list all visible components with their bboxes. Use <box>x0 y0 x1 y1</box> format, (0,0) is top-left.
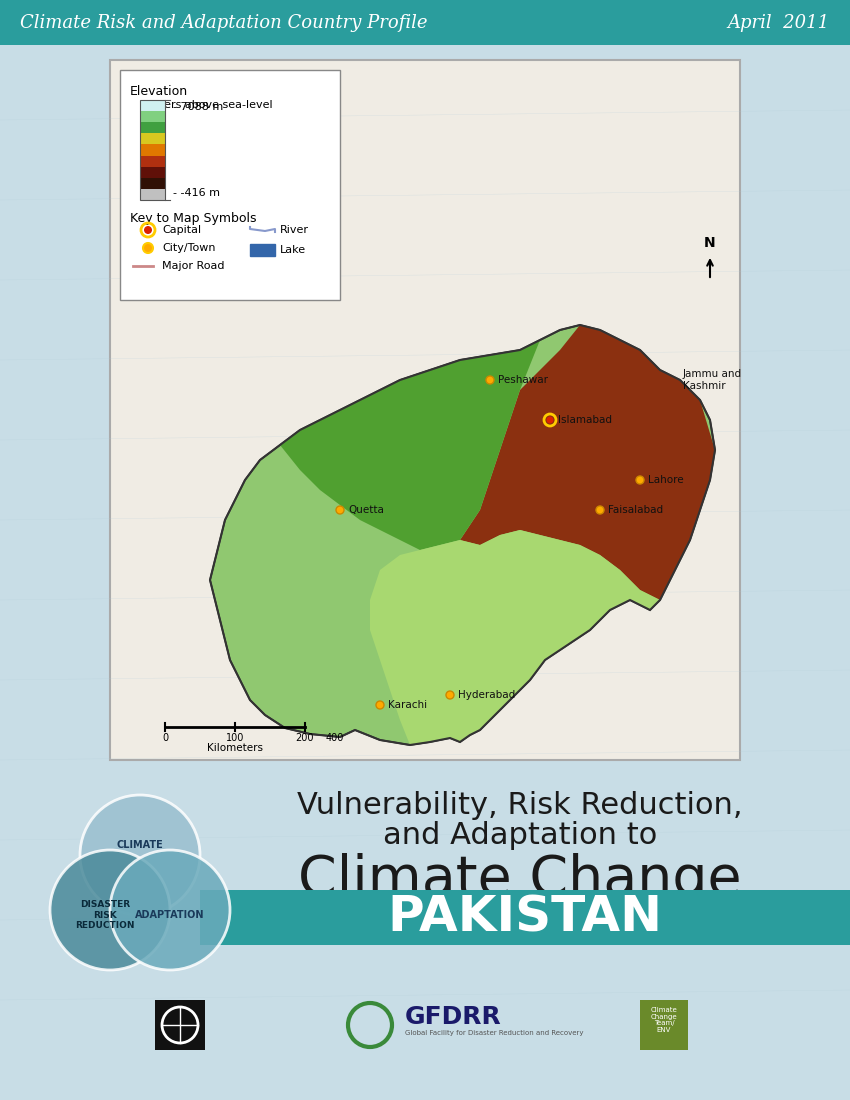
Text: April  2011: April 2011 <box>728 14 830 32</box>
Circle shape <box>376 701 384 710</box>
Bar <box>110 60 740 760</box>
Text: 0: 0 <box>162 733 168 742</box>
Text: and Adaptation to: and Adaptation to <box>382 821 657 849</box>
Circle shape <box>486 376 494 384</box>
Circle shape <box>336 506 344 514</box>
Text: Karachi: Karachi <box>388 700 427 710</box>
Bar <box>200 890 850 945</box>
Text: CLIMATE: CLIMATE <box>116 840 163 850</box>
Text: GFDRR: GFDRR <box>405 1005 501 1028</box>
Text: Jammu and
Kashmir: Jammu and Kashmir <box>683 370 742 390</box>
Circle shape <box>446 691 454 698</box>
Text: PAKISTAN: PAKISTAN <box>388 893 662 940</box>
Text: Elevation: Elevation <box>130 85 188 98</box>
Bar <box>140 100 165 200</box>
Polygon shape <box>280 340 540 550</box>
Text: Climate Change: Climate Change <box>298 852 742 907</box>
Circle shape <box>596 506 604 514</box>
Text: Major Road: Major Road <box>162 261 224 271</box>
Text: Faisalabad: Faisalabad <box>608 505 663 515</box>
Text: meters above sea-level: meters above sea-level <box>142 100 273 110</box>
Bar <box>120 70 340 300</box>
Text: Hyderabad: Hyderabad <box>458 690 515 700</box>
Polygon shape <box>210 324 715 745</box>
Text: 200: 200 <box>296 733 314 742</box>
Circle shape <box>144 226 152 234</box>
Bar <box>640 1000 688 1050</box>
Text: DISASTER
RISK
REDUCTION: DISASTER RISK REDUCTION <box>76 900 135 930</box>
Text: Peshawar: Peshawar <box>498 375 548 385</box>
Text: Quetta: Quetta <box>348 505 384 515</box>
Circle shape <box>636 476 644 484</box>
Text: City/Town: City/Town <box>162 243 216 253</box>
Bar <box>140 122 165 133</box>
Text: Key to Map Symbols: Key to Map Symbols <box>130 212 257 226</box>
Text: Climate Risk and Adaptation Country Profile: Climate Risk and Adaptation Country Prof… <box>20 14 428 32</box>
Circle shape <box>80 795 200 915</box>
Polygon shape <box>460 324 715 600</box>
Text: Kilometers: Kilometers <box>207 742 263 754</box>
Bar <box>140 133 165 144</box>
Bar <box>140 100 165 111</box>
Text: Lahore: Lahore <box>648 475 683 485</box>
Circle shape <box>143 243 153 253</box>
Text: N: N <box>704 236 716 250</box>
Bar <box>140 189 165 200</box>
Text: Capital: Capital <box>162 226 201 235</box>
Circle shape <box>110 850 230 970</box>
Text: Islamabad: Islamabad <box>558 415 612 425</box>
Bar <box>155 1000 205 1050</box>
Circle shape <box>50 850 170 970</box>
Text: Lake: Lake <box>280 245 306 255</box>
Text: - -416 m: - -416 m <box>173 188 220 198</box>
Circle shape <box>547 417 553 424</box>
Bar <box>0 0 850 45</box>
Bar <box>140 155 165 167</box>
Text: Global Facility for Disaster Reduction and Recovery: Global Facility for Disaster Reduction a… <box>405 1030 583 1036</box>
Bar <box>140 178 165 189</box>
Text: 100: 100 <box>226 733 244 742</box>
Text: 400: 400 <box>326 733 344 742</box>
Bar <box>140 144 165 155</box>
Text: Vulnerability, Risk Reduction,: Vulnerability, Risk Reduction, <box>298 791 743 820</box>
Text: River: River <box>280 226 309 235</box>
Text: Climate
Change
Team/
ENV: Climate Change Team/ ENV <box>650 1006 677 1034</box>
Bar <box>140 111 165 122</box>
Bar <box>140 167 165 178</box>
Text: ADAPTATION: ADAPTATION <box>135 910 205 920</box>
Bar <box>250 244 275 256</box>
Text: - 7088 m: - 7088 m <box>173 102 224 112</box>
Polygon shape <box>370 530 660 745</box>
